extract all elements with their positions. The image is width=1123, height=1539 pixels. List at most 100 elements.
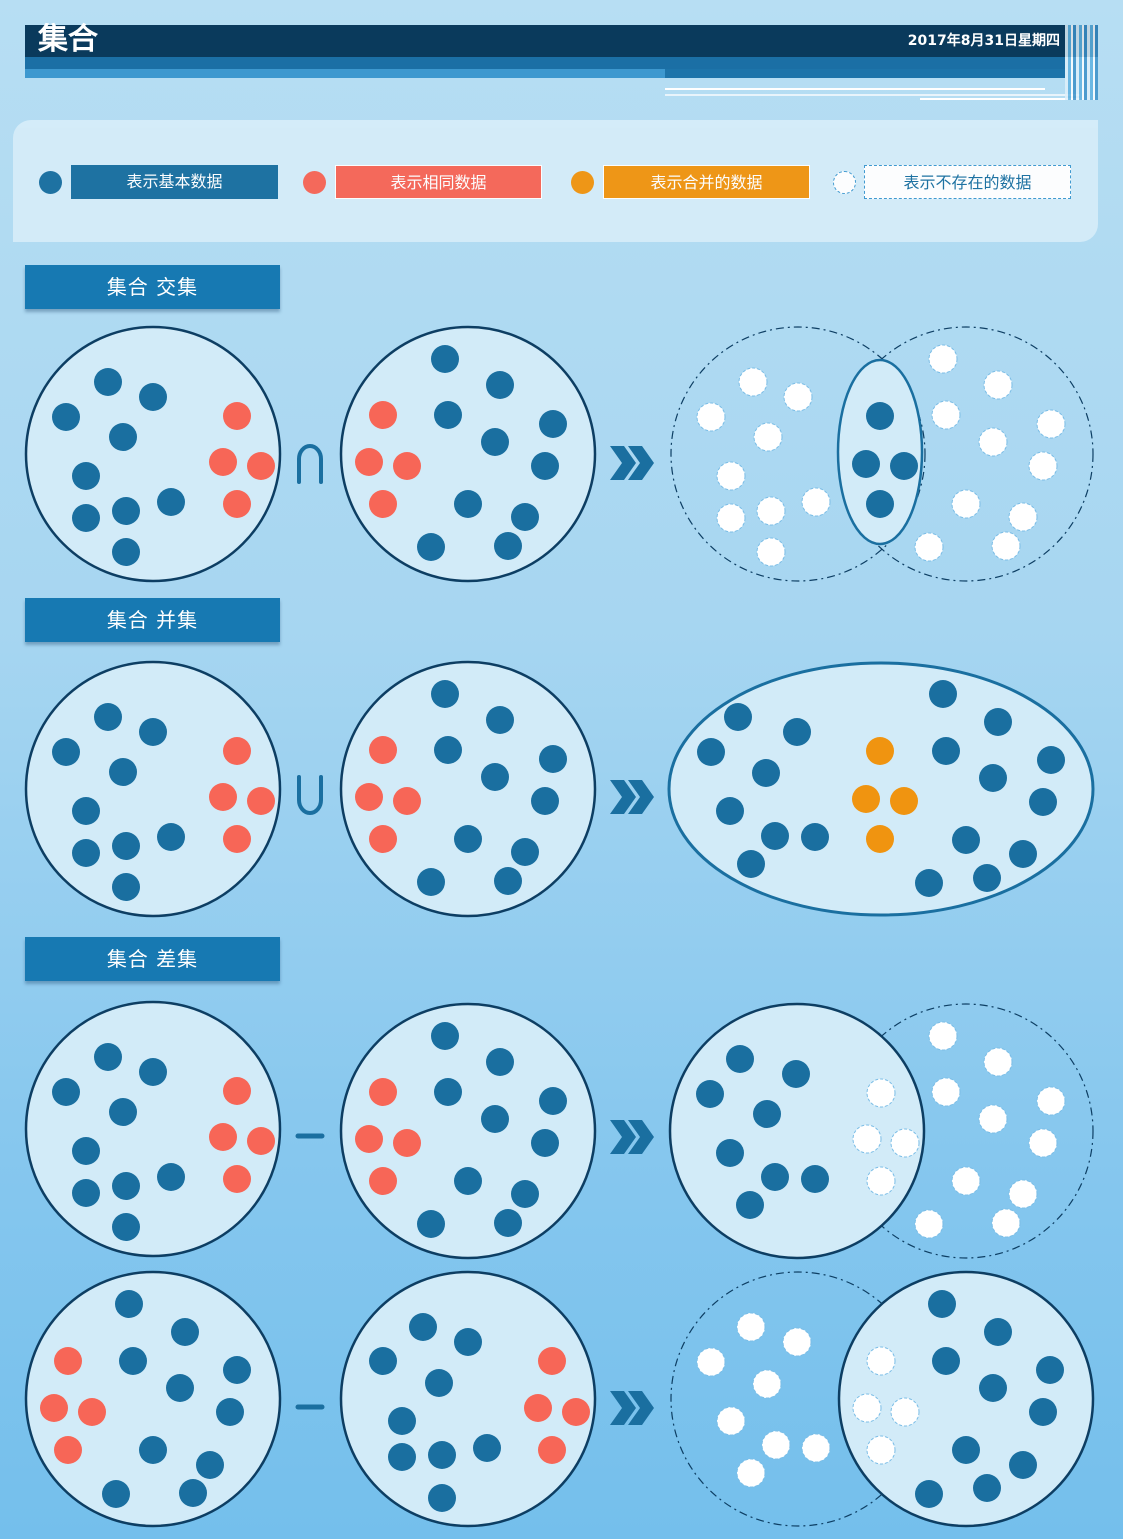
same-dot	[209, 448, 237, 476]
same-dot	[223, 490, 251, 518]
double-chevron-icon	[610, 780, 654, 814]
set-a-circle	[24, 325, 282, 583]
basic-dot	[52, 738, 80, 766]
basic-dot	[531, 787, 559, 815]
basic-dot	[388, 1443, 416, 1471]
basic-dot	[473, 1434, 501, 1462]
basic-dot	[973, 1474, 1001, 1502]
same-dot	[369, 490, 397, 518]
same-dot	[247, 787, 275, 815]
basic-dot	[431, 345, 459, 373]
chevron-icon	[628, 780, 654, 814]
basic-dot	[481, 763, 509, 791]
nonexistent-dot	[738, 367, 768, 397]
same-dot	[223, 1077, 251, 1105]
basic-dot	[929, 680, 957, 708]
nonexistent-dot	[801, 487, 831, 517]
nonexistent-dot	[890, 1397, 920, 1427]
basic-dot	[216, 1398, 244, 1426]
basic-dot	[112, 873, 140, 901]
basic-dot	[801, 1165, 829, 1193]
basic-dot	[486, 1048, 514, 1076]
basic-dot	[726, 1045, 754, 1073]
basic-dot	[417, 1210, 445, 1238]
basic-dot	[761, 1163, 789, 1191]
basic-dot	[979, 1374, 1007, 1402]
basic-dot	[697, 738, 725, 766]
page-title: 集合	[38, 22, 98, 57]
basic-dot	[369, 1347, 397, 1375]
same-dot	[209, 783, 237, 811]
basic-dot	[454, 1167, 482, 1195]
section-label-union: 集合 并集	[25, 598, 280, 642]
basic-dot	[539, 745, 567, 773]
basic-dot	[171, 1318, 199, 1346]
same-dot	[355, 783, 383, 811]
nonexistent-dot	[914, 532, 944, 562]
section-label-intersection: 集合 交集	[25, 265, 280, 309]
basic-dot	[753, 1100, 781, 1128]
same-dot	[223, 737, 251, 765]
basic-dot	[72, 797, 100, 825]
basic-dot	[1029, 788, 1057, 816]
basic-dot	[109, 758, 137, 786]
basic-dot	[454, 1328, 482, 1356]
merged-dot	[890, 787, 918, 815]
basic-dot	[428, 1441, 456, 1469]
header-line	[665, 94, 1080, 96]
basic-dot	[112, 832, 140, 860]
basic-dot	[115, 1290, 143, 1318]
basic-dot	[494, 867, 522, 895]
basic-dot	[866, 490, 894, 518]
legend-nonexistent-label: 表示不存在的数据	[864, 165, 1071, 199]
legend-same-dot	[303, 171, 326, 194]
same-dot	[393, 787, 421, 815]
chevron-icon	[610, 1120, 636, 1154]
nonexistent-dot	[756, 496, 786, 526]
basic-dot	[94, 368, 122, 396]
basic-dot	[724, 703, 752, 731]
basic-dot	[1029, 1398, 1057, 1426]
nonexistent-dot	[801, 1433, 831, 1463]
basic-dot	[783, 718, 811, 746]
double-chevron-icon	[610, 1391, 654, 1425]
basic-dot	[952, 1436, 980, 1464]
basic-dot	[52, 403, 80, 431]
basic-dot	[915, 869, 943, 897]
basic-dot	[1036, 1356, 1064, 1384]
basic-dot	[890, 452, 918, 480]
basic-dot	[428, 1484, 456, 1512]
basic-dot	[1009, 1451, 1037, 1479]
basic-dot	[119, 1347, 147, 1375]
intersection-region	[836, 358, 924, 546]
basic-dot	[112, 1172, 140, 1200]
same-dot	[538, 1347, 566, 1375]
basic-dot	[932, 737, 960, 765]
basic-dot	[866, 402, 894, 430]
legend-same-label: 表示相同数据	[335, 165, 542, 199]
basic-dot	[973, 864, 1001, 892]
basic-dot	[139, 383, 167, 411]
set-a-circle	[24, 660, 282, 918]
nonexistent-dot	[928, 1021, 958, 1051]
basic-dot	[539, 1087, 567, 1115]
nonexistent-dot	[951, 489, 981, 519]
legend-basic-dot	[39, 171, 62, 194]
nonexistent-dot	[866, 1078, 896, 1108]
basic-dot	[72, 462, 100, 490]
basic-dot	[434, 1078, 462, 1106]
page-date: 2017年8月31日星期四	[907, 33, 1060, 49]
nonexistent-dot	[983, 370, 1013, 400]
same-dot	[54, 1436, 82, 1464]
basic-dot	[417, 533, 445, 561]
basic-dot	[736, 1191, 764, 1219]
basic-dot	[157, 823, 185, 851]
merged-dot	[866, 825, 894, 853]
nonexistent-dot	[1008, 502, 1038, 532]
basic-dot	[928, 1290, 956, 1318]
chevron-icon	[628, 1391, 654, 1425]
union-symbol-icon	[297, 775, 323, 815]
basic-dot	[139, 1436, 167, 1464]
header-decoration	[1065, 25, 1098, 100]
chevron-icon	[610, 446, 636, 480]
